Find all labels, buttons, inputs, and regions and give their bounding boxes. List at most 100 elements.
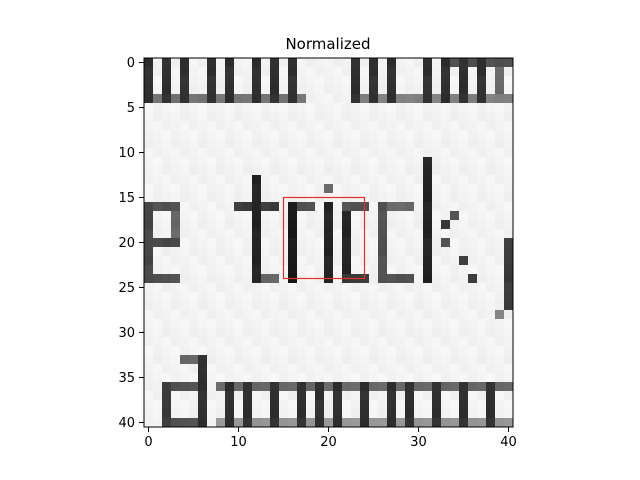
image-pixel — [270, 94, 280, 104]
image-pixel — [261, 58, 271, 68]
image-pixel — [432, 319, 442, 329]
image-pixel — [234, 184, 244, 194]
image-pixel — [441, 139, 451, 149]
x-tick-label: 20 — [320, 435, 337, 450]
image-pixel — [477, 148, 487, 158]
image-pixel — [378, 202, 388, 212]
image-pixel — [486, 283, 496, 293]
image-pixel — [369, 364, 379, 374]
image-pixel — [234, 319, 244, 329]
image-pixel — [243, 121, 253, 131]
image-pixel — [468, 310, 478, 320]
image-pixel — [189, 283, 199, 293]
image-pixel — [432, 355, 442, 365]
image-pixel — [414, 364, 424, 374]
image-pixel — [162, 193, 172, 203]
image-pixel — [324, 310, 334, 320]
image-pixel — [279, 400, 289, 410]
image-pixel — [189, 211, 199, 221]
image-pixel — [261, 184, 271, 194]
image-pixel — [459, 229, 469, 239]
image-pixel — [171, 364, 181, 374]
image-pixel — [450, 337, 460, 347]
image-pixel — [243, 400, 253, 410]
image-pixel — [171, 346, 181, 356]
image-pixel — [504, 337, 514, 347]
image-pixel — [234, 310, 244, 320]
image-pixel — [144, 247, 154, 257]
image-pixel — [450, 94, 460, 104]
image-pixel — [252, 265, 262, 275]
image-pixel — [495, 265, 505, 275]
image-pixel — [450, 355, 460, 365]
image-pixel — [306, 238, 316, 248]
image-pixel — [216, 364, 226, 374]
image-pixel — [369, 301, 379, 311]
image-pixel — [171, 418, 181, 428]
image-pixel — [252, 355, 262, 365]
image-pixel — [342, 247, 352, 257]
image-pixel — [414, 409, 424, 419]
image-pixel — [198, 283, 208, 293]
image-pixel — [342, 283, 352, 293]
image-pixel — [225, 103, 235, 113]
image-pixel — [153, 229, 163, 239]
image-pixel — [144, 148, 154, 158]
image-pixel — [468, 103, 478, 113]
image-pixel — [450, 256, 460, 266]
image-pixel — [270, 220, 280, 230]
image-pixel — [342, 310, 352, 320]
image-pixel — [360, 418, 370, 428]
image-pixel — [405, 229, 415, 239]
image-pixel — [153, 193, 163, 203]
image-pixel — [207, 265, 217, 275]
image-pixel — [486, 103, 496, 113]
image-pixel — [279, 346, 289, 356]
image-pixel — [486, 85, 496, 95]
image-pixel — [225, 157, 235, 167]
image-pixel — [243, 184, 253, 194]
image-pixel — [180, 301, 190, 311]
image-pixel — [369, 184, 379, 194]
image-pixel — [306, 175, 316, 185]
image-pixel — [252, 292, 262, 302]
image-pixel — [432, 337, 442, 347]
image-pixel — [360, 301, 370, 311]
image-pixel — [351, 319, 361, 329]
image-pixel — [414, 175, 424, 185]
image-pixel — [315, 301, 325, 311]
image-pixel — [144, 157, 154, 167]
image-pixel — [144, 328, 154, 338]
image-pixel — [180, 94, 190, 104]
image-pixel — [252, 337, 262, 347]
image-pixel — [414, 328, 424, 338]
image-pixel — [288, 139, 298, 149]
image-pixel — [468, 382, 478, 392]
image-pixel — [207, 391, 217, 401]
image-pixel — [288, 238, 298, 248]
image-pixel — [387, 166, 397, 176]
image-pixel — [477, 175, 487, 185]
image-pixel — [270, 130, 280, 140]
image-pixel — [270, 229, 280, 239]
image-pixel — [360, 382, 370, 392]
image-pixel — [225, 184, 235, 194]
image-pixel — [387, 112, 397, 122]
image-pixel — [342, 58, 352, 68]
image-pixel — [504, 373, 514, 383]
image-pixel — [243, 382, 253, 392]
image-pixel — [279, 301, 289, 311]
image-pixel — [441, 355, 451, 365]
image-pixel — [459, 382, 469, 392]
image-pixel — [351, 301, 361, 311]
image-pixel — [171, 238, 181, 248]
image-pixel — [486, 265, 496, 275]
image-pixel — [153, 175, 163, 185]
image-pixel — [225, 256, 235, 266]
image-pixel — [270, 112, 280, 122]
image-pixel — [315, 130, 325, 140]
image-pixel — [153, 130, 163, 140]
image-pixel — [360, 67, 370, 77]
image-pixel — [351, 283, 361, 293]
image-pixel — [297, 328, 307, 338]
